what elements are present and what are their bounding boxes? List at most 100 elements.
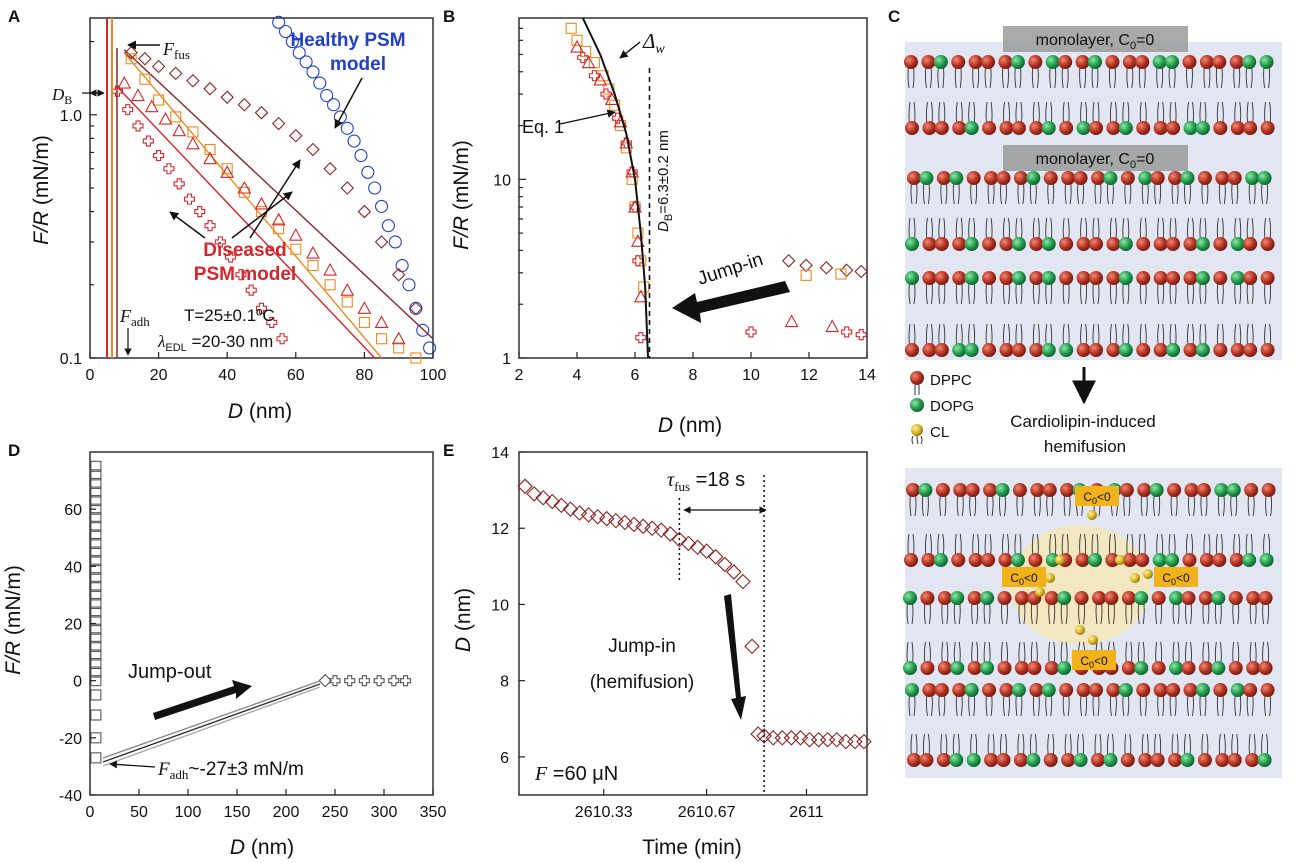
panel-a-healthy-arrow (334, 77, 363, 129)
c-top-bilayer2-upper-head-23 (1260, 271, 1275, 285)
c-bottom-bilayer2-upper-head-18 (1183, 683, 1198, 697)
c-top-bilayer0-upper-head-23 (1259, 55, 1274, 69)
panel-e-point-0-12 (626, 516, 642, 533)
c-top-bilayer1-upper-head-12 (1091, 171, 1105, 185)
c-bottom-bilayer2-upper-head-11 (1076, 683, 1091, 697)
panel-d-point-0-20 (90, 632, 102, 644)
panel-e-ytick-label-1: 8 (500, 674, 509, 691)
cl-head-4 (1115, 555, 1125, 565)
panel-a-healthy-label-2: model (330, 54, 386, 75)
c-top-bilayer2-upper-head-15 (1136, 271, 1151, 285)
panel-d-jump-line-1 (102, 680, 321, 759)
panel-a-point-0-10 (340, 121, 354, 135)
c-top-bilayer2-upper-head-9 (1041, 271, 1056, 285)
c-top-bilayer2-lower-head-20 (1213, 343, 1228, 357)
c-top-bilayer1-upper-head-4 (966, 171, 981, 185)
panel-d-xlabel: D (nm) (230, 836, 294, 859)
panel-e-jump-label-1: Jump-in (608, 636, 676, 657)
panel-a-point-1-7 (237, 97, 252, 112)
c-bottom-bilayer0-lower-head-11 (1075, 553, 1090, 567)
panel-e-point-0-3 (544, 493, 561, 510)
c-top-bilayer0-lower-head-8 (1029, 121, 1044, 135)
panel-d-point-0-2 (90, 477, 102, 489)
c0-label-top: C0<0 (1083, 490, 1111, 506)
c-bottom-bilayer0-lower-head-4 (968, 553, 983, 567)
panel-d-xtick-label-7: 350 (420, 804, 447, 821)
c-top-bilayer0-upper-head-21 (1229, 55, 1244, 69)
c-top-bilayer2-lower-head-14 (1118, 343, 1133, 357)
panel-e-point-0-19 (689, 539, 706, 556)
c-top-bilayer0-lower-head-7 (1011, 121, 1026, 135)
panel-d-fadh-label: Fadh~-27±3 mN/m (157, 759, 304, 782)
c-top-bilayer2-upper-head-5 (982, 271, 997, 285)
panel-a-point-1-6 (220, 90, 234, 105)
panel-b-point-0-9 (626, 173, 638, 185)
panel-letter-a: A (8, 7, 20, 26)
c-top-bilayer2-lower-head-22 (1243, 343, 1258, 357)
c-top-bilayer0-lower-head-15 (1136, 121, 1151, 135)
c-top-bilayer0-upper-head-18 (1182, 55, 1197, 69)
c-top-bilayer0-upper-head-14 (1122, 55, 1137, 69)
panel-b-point-0-11 (632, 227, 644, 239)
panel-d-point-0-9 (90, 537, 102, 550)
c-top-bilayer0-upper-head-20 (1212, 55, 1227, 69)
panel-d-fadh-arrow (109, 760, 156, 769)
c-top-bilayer1-lower-head-16 (1153, 237, 1168, 251)
c-bottom-bilayer0-lower-head-13 (1105, 553, 1120, 567)
panel-d-point-0-27 (90, 709, 102, 721)
panel-d-point-0-4 (90, 495, 102, 507)
c-top-bilayer0-lower-head-9 (1041, 121, 1056, 135)
c-bottom-bilayer2-lower-head-11 (1073, 753, 1088, 767)
panel-e-point-0-33 (810, 731, 827, 748)
panel-a-point-1-13 (340, 181, 355, 195)
c-top-bilayer0-upper-head-8 (1028, 55, 1043, 69)
panel-a-point-4-2 (132, 120, 144, 132)
c-bottom-bilayer2-lower-head-1 (919, 753, 934, 767)
panel-d-point-0-16 (90, 597, 102, 610)
panel-b-xtick-label-5: 12 (800, 367, 818, 384)
c-top-bilayer1-lower-head-12 (1089, 237, 1103, 251)
panel-a-point-2-6 (221, 163, 233, 175)
c-top-bilayer0-upper-head-12 (1088, 55, 1102, 69)
c-top-bilayer2-lower-head-10 (1059, 343, 1074, 357)
c-bottom-bilayer2-lower-head-10 (1061, 753, 1076, 767)
c-bottom-bilayer2-upper-head-16 (1153, 683, 1168, 697)
c-bottom-bilayer1-lower-head-0 (903, 661, 917, 675)
c-top-bilayer0-lower-head-5 (982, 121, 997, 135)
panel-e-point-0-25 (744, 638, 760, 655)
panel-b-ytick-label-0: 1 (502, 351, 511, 368)
c-bottom-bilayer1-upper-head-11 (1074, 591, 1089, 605)
c-top-bilayer1-upper-head-2 (936, 171, 951, 185)
panel-d-point-0-3 (90, 486, 102, 498)
panel-a-point-4-1 (122, 104, 134, 116)
c-bottom-bilayer1-upper-head-22 (1246, 591, 1261, 605)
panel-a-point-2-13 (341, 296, 353, 308)
c-bottom-bilayer1-lower-head-16 (1151, 661, 1166, 675)
c-bottom-bilayer0-lower-head-12 (1088, 553, 1102, 567)
c-top-bilayer1-lower-head-9 (1041, 237, 1056, 251)
panel-a-point-4-13 (245, 284, 257, 296)
c-bottom-bilayer0-lower-head-0 (904, 553, 918, 567)
panel-a-point-0-14 (368, 181, 382, 195)
panel-e-xtick-label-0: 2610.33 (575, 804, 633, 821)
panel-letter-e: E (443, 441, 454, 460)
c-bottom-bilayer2-upper-head-1 (922, 683, 937, 697)
panel-e-point-0-4 (553, 497, 570, 514)
c-top-bilayer1-lower-head-11 (1076, 237, 1091, 251)
panel-e-point-0-17 (671, 531, 688, 548)
c-bottom-bilayer0-lower-head-6 (998, 553, 1013, 567)
c-top-bilayer2-lower-head-9 (1041, 343, 1056, 357)
c-top-bilayer1-lower-head-15 (1136, 237, 1151, 251)
panel-a-diseased-label-1: Diseased (203, 240, 286, 261)
c-bottom-bilayer2-lower-head-17 (1168, 753, 1183, 767)
panel-b-point-5-0 (784, 314, 799, 328)
panel-b-point-3-0 (781, 254, 796, 268)
c-top-bilayer0-upper-head-11 (1075, 55, 1090, 69)
panel-d-point-1-2 (358, 675, 370, 687)
c-top-bilayer1-lower-head-7 (1011, 237, 1026, 251)
c-top-bilayer1-lower-head-2 (934, 237, 949, 251)
c-bottom-bilayer1-upper-head-14 (1121, 591, 1136, 605)
panel-d-point-0-15 (90, 589, 102, 601)
c-top-bilayer1-upper-head-11 (1073, 171, 1088, 185)
panel-b-point-2-9 (745, 326, 757, 338)
